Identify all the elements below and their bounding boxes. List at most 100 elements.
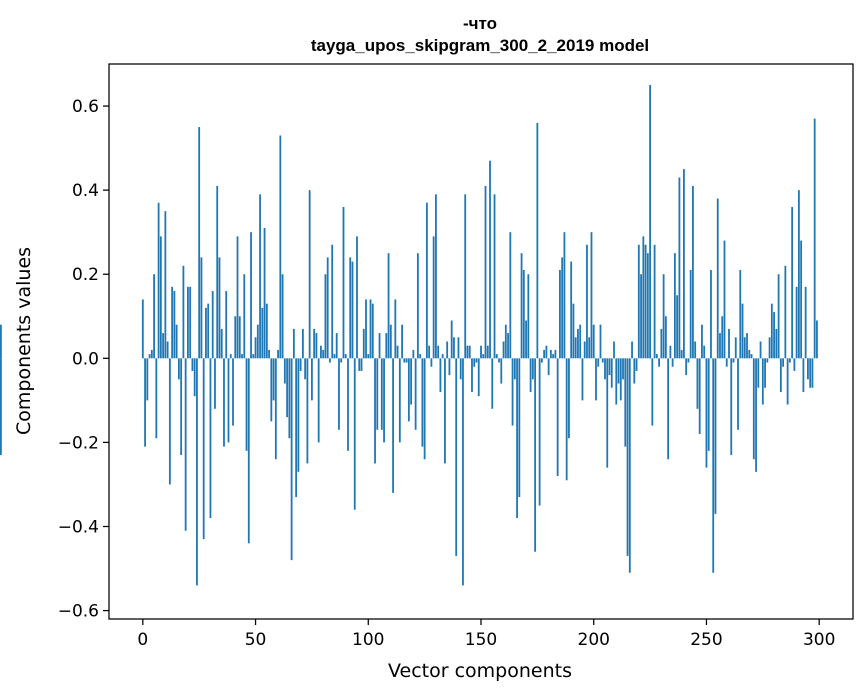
bar bbox=[795, 286, 798, 359]
bar bbox=[525, 320, 527, 359]
bar bbox=[184, 358, 187, 531]
bar bbox=[459, 358, 462, 380]
bar bbox=[385, 333, 388, 359]
bar bbox=[604, 358, 606, 380]
bar bbox=[466, 345, 469, 359]
x-tick-label: 300 bbox=[803, 630, 835, 650]
bar bbox=[660, 328, 663, 359]
bar bbox=[349, 257, 352, 359]
bar bbox=[304, 358, 307, 380]
bar bbox=[725, 358, 728, 367]
bar bbox=[730, 358, 733, 456]
bar bbox=[432, 236, 435, 359]
bar bbox=[689, 270, 692, 359]
bar bbox=[741, 303, 744, 359]
bar bbox=[396, 345, 399, 359]
y-tick-label: −0.2 bbox=[58, 433, 99, 453]
bar bbox=[676, 295, 679, 359]
bar bbox=[586, 244, 588, 359]
y-tick-label: 0.2 bbox=[72, 265, 99, 285]
bar bbox=[306, 358, 309, 464]
bar bbox=[279, 135, 282, 359]
bar bbox=[527, 274, 530, 359]
bar bbox=[547, 358, 550, 376]
chart-subtitle: tayga_upos_skipgram_300_2_2019 model bbox=[311, 36, 649, 55]
bar bbox=[719, 333, 721, 359]
bar bbox=[455, 358, 458, 556]
bar bbox=[583, 341, 586, 359]
bar bbox=[667, 358, 670, 460]
bar bbox=[757, 358, 760, 388]
bar bbox=[256, 324, 259, 359]
bar bbox=[669, 345, 672, 359]
bar bbox=[484, 185, 487, 359]
bar bbox=[610, 358, 613, 388]
bar bbox=[148, 354, 151, 359]
bar bbox=[243, 274, 246, 359]
bar bbox=[365, 299, 367, 359]
bar bbox=[297, 358, 300, 472]
bar bbox=[218, 257, 221, 359]
bar bbox=[773, 312, 775, 359]
bar bbox=[324, 274, 327, 359]
bar bbox=[308, 190, 311, 359]
bar bbox=[311, 358, 313, 401]
bar bbox=[628, 358, 631, 573]
bar bbox=[191, 358, 194, 371]
bar bbox=[462, 358, 464, 586]
bar-series bbox=[0, 85, 818, 586]
bar bbox=[301, 328, 304, 359]
bar bbox=[540, 358, 543, 363]
bar bbox=[779, 358, 782, 392]
bar bbox=[543, 349, 546, 359]
bar bbox=[412, 349, 415, 359]
bar bbox=[281, 274, 284, 359]
bar bbox=[238, 316, 241, 359]
bar bbox=[189, 286, 192, 359]
bar bbox=[234, 316, 237, 359]
bar bbox=[374, 358, 376, 464]
bar bbox=[637, 244, 640, 359]
bar bbox=[696, 358, 699, 409]
bar bbox=[766, 358, 769, 363]
bar bbox=[448, 358, 451, 376]
bar bbox=[590, 232, 593, 359]
bar bbox=[274, 358, 277, 460]
bar bbox=[340, 358, 343, 363]
bar bbox=[202, 358, 205, 540]
bar bbox=[198, 127, 201, 359]
plot-frame bbox=[108, 63, 854, 620]
bar bbox=[748, 349, 751, 359]
bar bbox=[568, 358, 570, 439]
bar bbox=[635, 358, 638, 371]
bar bbox=[804, 286, 807, 359]
bar bbox=[353, 358, 356, 510]
bar bbox=[468, 345, 471, 359]
x-tick-label: 100 bbox=[352, 630, 384, 650]
bar bbox=[421, 358, 424, 447]
bar bbox=[166, 341, 169, 359]
bar bbox=[520, 253, 523, 359]
bar bbox=[502, 341, 505, 359]
bar bbox=[759, 341, 762, 359]
bar bbox=[728, 328, 730, 359]
bar bbox=[797, 190, 800, 359]
bar bbox=[153, 274, 155, 359]
bar bbox=[800, 240, 803, 359]
bar bbox=[617, 358, 620, 384]
bar bbox=[705, 358, 708, 468]
bar bbox=[633, 358, 636, 384]
bar bbox=[0, 358, 2, 456]
bar bbox=[491, 358, 494, 409]
bar bbox=[626, 358, 629, 556]
bar bbox=[333, 354, 336, 359]
bar bbox=[157, 202, 160, 359]
bar bbox=[286, 358, 289, 418]
bar bbox=[342, 206, 345, 359]
bar bbox=[597, 358, 600, 367]
bar bbox=[622, 358, 624, 380]
bar bbox=[394, 299, 397, 359]
bar bbox=[577, 328, 579, 359]
bar bbox=[561, 257, 564, 359]
